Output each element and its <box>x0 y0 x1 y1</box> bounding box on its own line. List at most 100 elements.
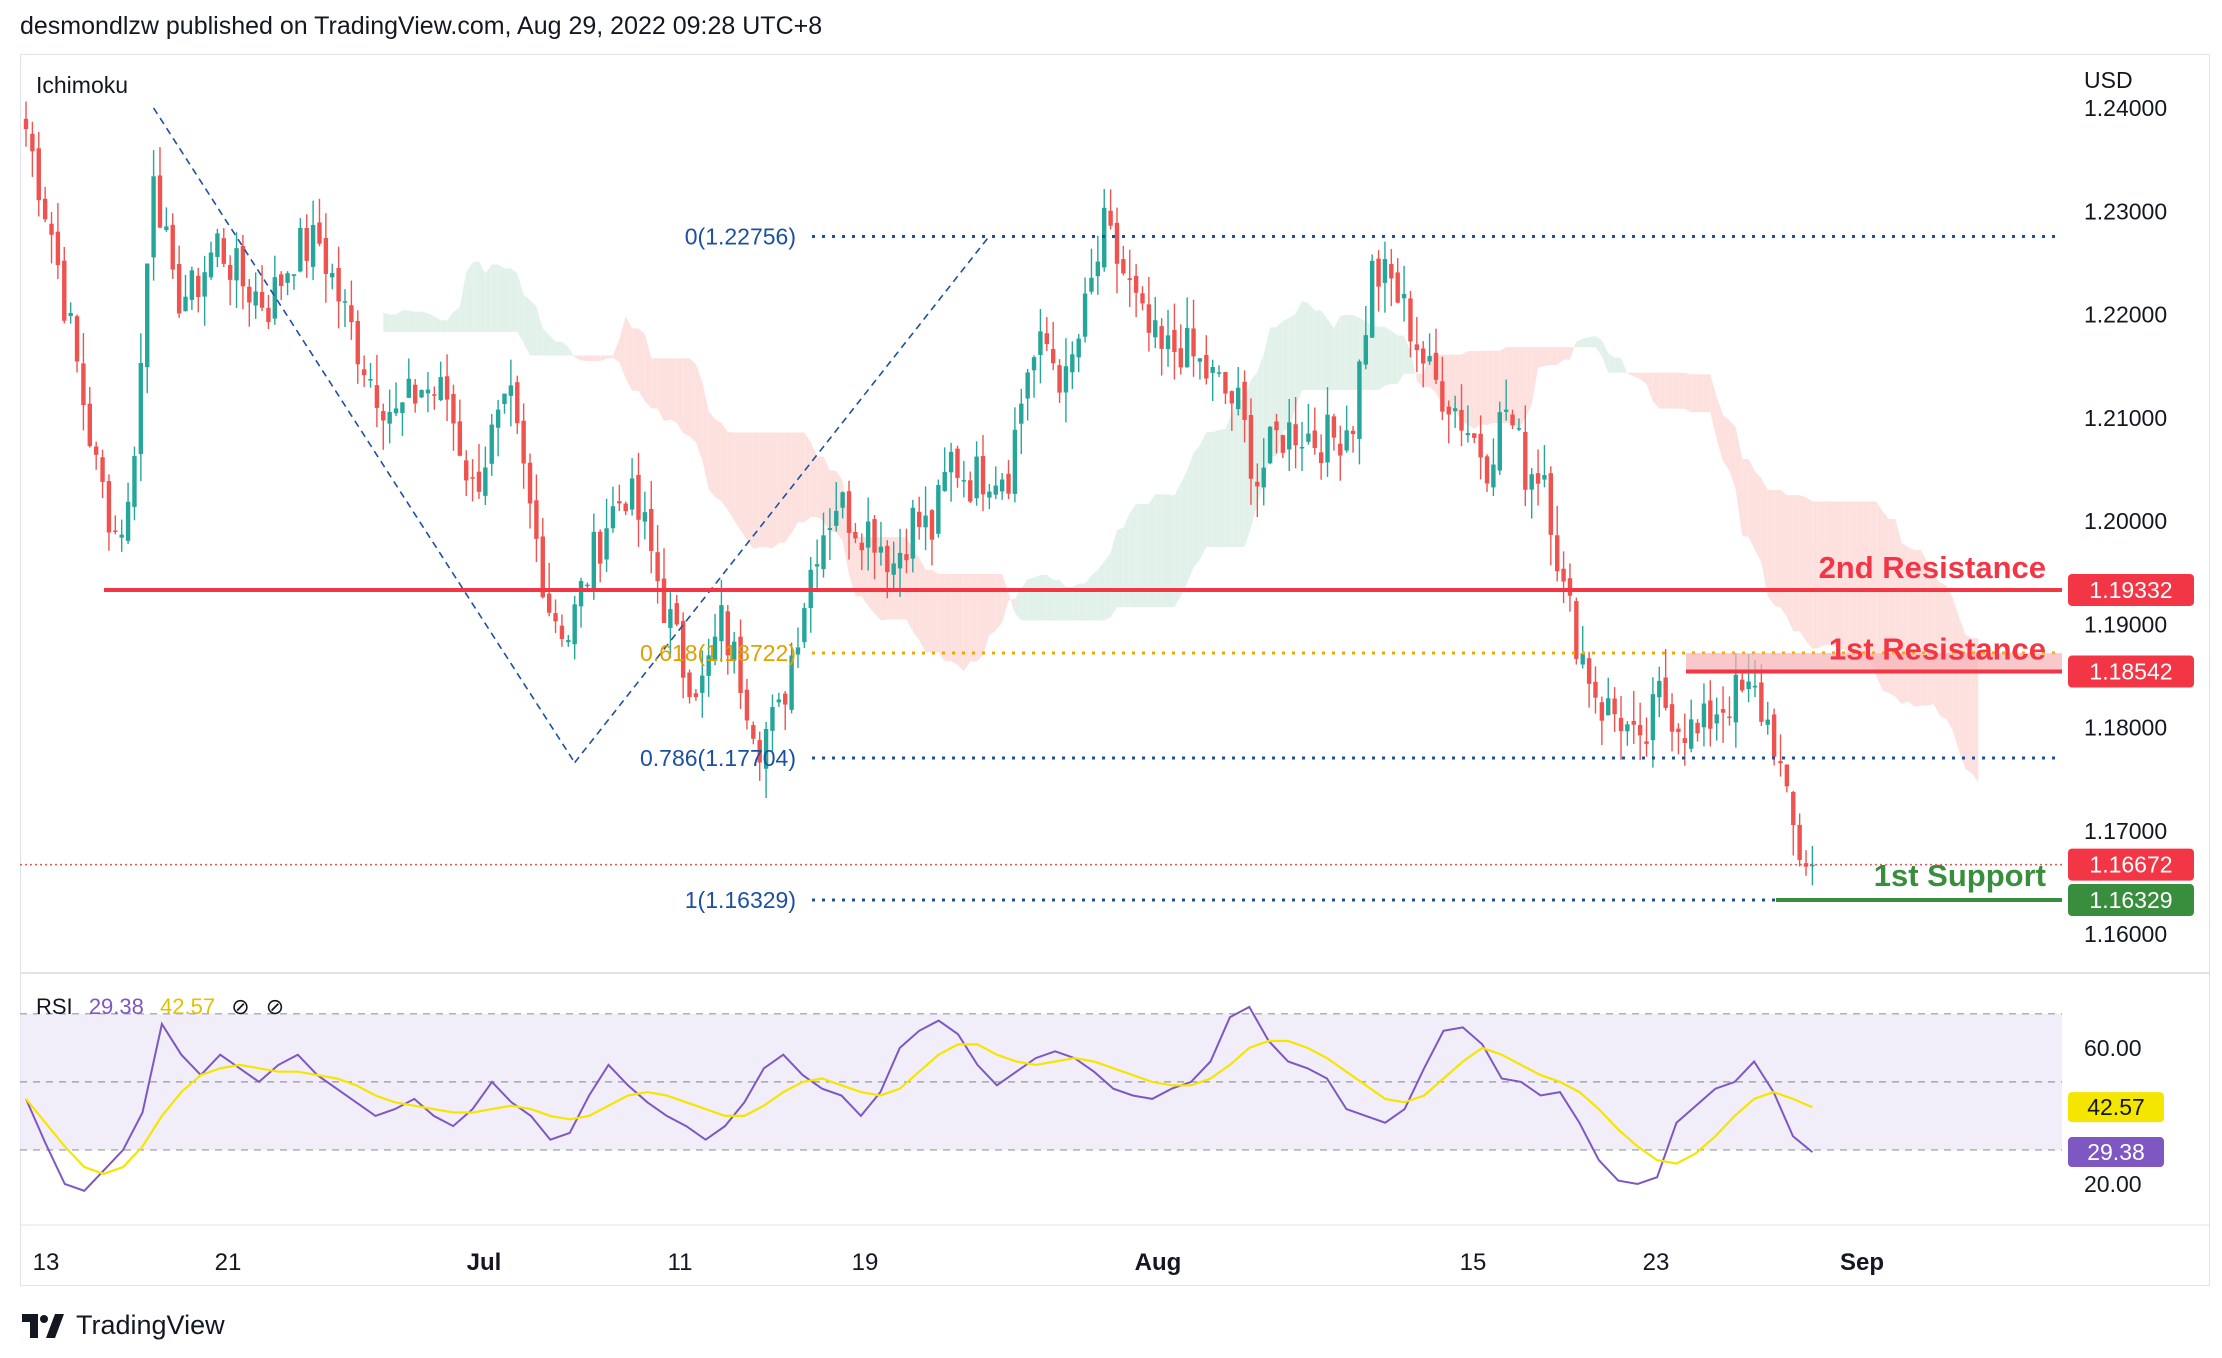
candle-body[interactable] <box>55 231 61 266</box>
candle-body[interactable] <box>419 389 424 398</box>
candle-body[interactable] <box>202 272 207 297</box>
candle-body[interactable] <box>1593 681 1598 698</box>
candle-body[interactable] <box>527 462 533 504</box>
candle-body[interactable] <box>968 480 973 502</box>
candle-body[interactable] <box>489 424 494 464</box>
candle-body[interactable] <box>1433 352 1439 380</box>
candle-body[interactable] <box>578 581 584 607</box>
candle-body[interactable] <box>336 268 341 302</box>
brand-name[interactable]: TradingView <box>76 1310 225 1340</box>
candle-body[interactable] <box>1408 298 1413 342</box>
rsi-ma-line[interactable] <box>25 1039 1813 1175</box>
candle-body[interactable] <box>1771 714 1777 757</box>
candle-body[interactable] <box>687 672 692 697</box>
candle-body[interactable] <box>642 512 648 522</box>
candle-body[interactable] <box>1031 357 1037 371</box>
candle-body[interactable] <box>87 403 92 447</box>
candle-body[interactable] <box>763 729 769 769</box>
candle-body[interactable] <box>49 223 54 235</box>
candle-body[interactable] <box>731 641 737 661</box>
candle-body[interactable] <box>221 238 226 264</box>
candle-body[interactable] <box>974 456 979 499</box>
candle-body[interactable] <box>1127 278 1132 280</box>
candle-body[interactable] <box>1395 272 1400 303</box>
candle-body[interactable] <box>259 291 265 308</box>
candle-body[interactable] <box>1325 414 1330 463</box>
candle-body[interactable] <box>1561 568 1566 582</box>
candle-body[interactable] <box>814 564 820 567</box>
candle-body[interactable] <box>840 492 845 508</box>
candle-body[interactable] <box>948 451 954 473</box>
candle-body[interactable] <box>1446 406 1451 415</box>
candle-body[interactable] <box>674 603 679 625</box>
candle-body[interactable] <box>821 535 826 570</box>
candle-body[interactable] <box>93 446 99 455</box>
candle-body[interactable] <box>987 491 992 498</box>
candle-body[interactable] <box>291 274 297 276</box>
candle-body[interactable] <box>1140 293 1145 304</box>
candle-body[interactable] <box>1236 387 1241 410</box>
candle-body[interactable] <box>1682 738 1687 743</box>
candle-body[interactable] <box>1586 658 1592 684</box>
candle-body[interactable] <box>1720 709 1726 713</box>
candle-body[interactable] <box>680 620 686 678</box>
candle-body[interactable] <box>451 394 456 424</box>
candle-body[interactable] <box>183 296 188 312</box>
candle-body[interactable] <box>1733 674 1739 723</box>
candle-body[interactable] <box>1261 467 1266 488</box>
candle-body[interactable] <box>1580 653 1585 665</box>
candle-body[interactable] <box>1401 294 1407 299</box>
candle-body[interactable] <box>738 636 743 693</box>
candle-body[interactable] <box>1357 361 1362 439</box>
candle-body[interactable] <box>1637 724 1643 736</box>
candle-body[interactable] <box>1267 426 1273 464</box>
candle-body[interactable] <box>1312 430 1317 448</box>
candle-body[interactable] <box>1459 409 1464 431</box>
candle-body[interactable] <box>591 531 597 590</box>
candle-body[interactable] <box>1044 333 1049 345</box>
candle-body[interactable] <box>553 613 558 622</box>
candle-body[interactable] <box>1248 415 1254 479</box>
candle-body[interactable] <box>272 277 278 319</box>
candle-body[interactable] <box>240 245 246 287</box>
candle-body[interactable] <box>649 508 654 551</box>
candle-body[interactable] <box>636 474 641 520</box>
candle-body[interactable] <box>598 531 603 564</box>
candle-body[interactable] <box>464 460 469 481</box>
candle-body[interactable] <box>42 198 48 220</box>
candle-body[interactable] <box>1146 304 1152 333</box>
candle-body[interactable] <box>208 252 214 278</box>
first-resistance-zone[interactable] <box>1686 653 2062 672</box>
candle-body[interactable] <box>374 385 380 408</box>
candle-body[interactable] <box>393 408 399 414</box>
candle-body[interactable] <box>1612 698 1617 715</box>
candle-body[interactable] <box>125 501 131 541</box>
candle-body[interactable] <box>106 481 112 533</box>
candle-body[interactable] <box>298 227 303 272</box>
candle-body[interactable] <box>381 411 386 421</box>
candle-body[interactable] <box>546 593 552 613</box>
candle-body[interactable] <box>712 636 718 661</box>
candle-body[interactable] <box>100 457 105 482</box>
candle-body[interactable] <box>661 578 667 623</box>
candle-body[interactable] <box>1618 717 1624 732</box>
candle-body[interactable] <box>942 471 947 492</box>
candle-body[interactable] <box>1427 356 1432 362</box>
candle-body[interactable] <box>693 693 699 698</box>
candle-body[interactable] <box>1599 702 1605 721</box>
candle-body[interactable] <box>1350 430 1356 435</box>
candle-body[interactable] <box>1293 424 1298 446</box>
candle-body[interactable] <box>961 480 967 482</box>
candle-body[interactable] <box>1778 761 1783 764</box>
candle-body[interactable] <box>834 510 839 526</box>
candle-body[interactable] <box>846 491 852 533</box>
candle-body[interactable] <box>1452 408 1458 412</box>
candle-body[interactable] <box>897 552 903 569</box>
candle-body[interactable] <box>1484 456 1490 484</box>
candle-body[interactable] <box>936 485 941 534</box>
rsi-line[interactable] <box>25 1005 1814 1192</box>
candle-body[interactable] <box>999 479 1005 492</box>
candle-body[interactable] <box>1503 409 1509 412</box>
candle-body[interactable] <box>1765 719 1770 725</box>
candle-body[interactable] <box>470 477 475 479</box>
